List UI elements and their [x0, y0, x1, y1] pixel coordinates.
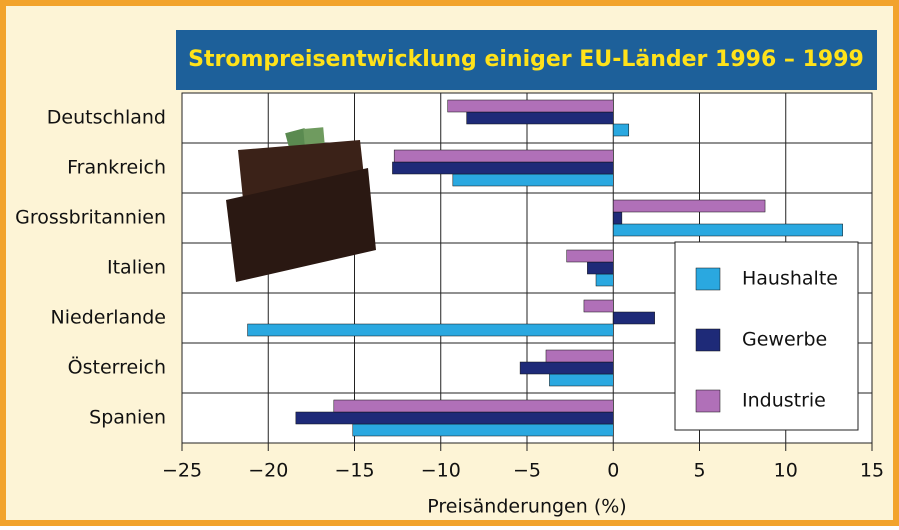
x-tick-label: −20 — [248, 460, 288, 482]
x-tick-label: −5 — [513, 460, 541, 482]
bar — [613, 124, 629, 136]
bar — [546, 350, 613, 362]
bar — [394, 150, 613, 162]
bar — [584, 300, 613, 312]
bar — [520, 362, 613, 374]
x-tick-label: 10 — [774, 460, 798, 482]
bar — [334, 400, 613, 412]
y-tick-label: Grossbritannien — [15, 207, 166, 229]
legend-label: Gewerbe — [742, 329, 827, 351]
x-tick-label: −10 — [421, 460, 461, 482]
x-tick-label: 5 — [693, 460, 705, 482]
bar — [596, 274, 613, 286]
x-tick-label: 0 — [607, 460, 619, 482]
bar — [587, 262, 613, 274]
y-tick-label: Niederlande — [51, 307, 166, 329]
bar — [613, 312, 654, 324]
y-tick-label: Spanien — [89, 407, 166, 429]
legend-swatch — [696, 329, 720, 351]
legend-swatch — [696, 268, 720, 290]
bar — [467, 112, 614, 124]
bar — [549, 374, 613, 386]
bar — [567, 250, 614, 262]
x-axis-label: Preisänderungen (%) — [427, 496, 626, 518]
bar — [296, 412, 613, 424]
legend-swatch — [696, 390, 720, 412]
legend-label: Haushalte — [742, 268, 838, 290]
bar — [353, 424, 613, 436]
y-tick-label: Deutschland — [47, 107, 166, 129]
bar — [392, 162, 613, 174]
bar — [613, 200, 765, 212]
bar — [613, 212, 622, 224]
bar — [448, 100, 614, 112]
x-tick-label: −15 — [334, 460, 374, 482]
y-tick-label: Italien — [107, 257, 166, 279]
x-tick-label: −25 — [162, 460, 202, 482]
bar — [248, 324, 614, 336]
legend-label: Industrie — [742, 390, 826, 412]
bar — [613, 224, 842, 236]
chart: Strompreisentwicklung einiger EU-Länder … — [0, 0, 899, 526]
chart-title: Strompreisentwicklung einiger EU-Länder … — [188, 47, 864, 72]
legend: Haushalte Gewerbe Industrie — [696, 268, 838, 413]
y-tick-label: Österreich — [68, 356, 166, 379]
bar — [453, 174, 613, 186]
x-tick-label: 15 — [860, 460, 884, 482]
y-tick-label: Frankreich — [67, 157, 166, 179]
